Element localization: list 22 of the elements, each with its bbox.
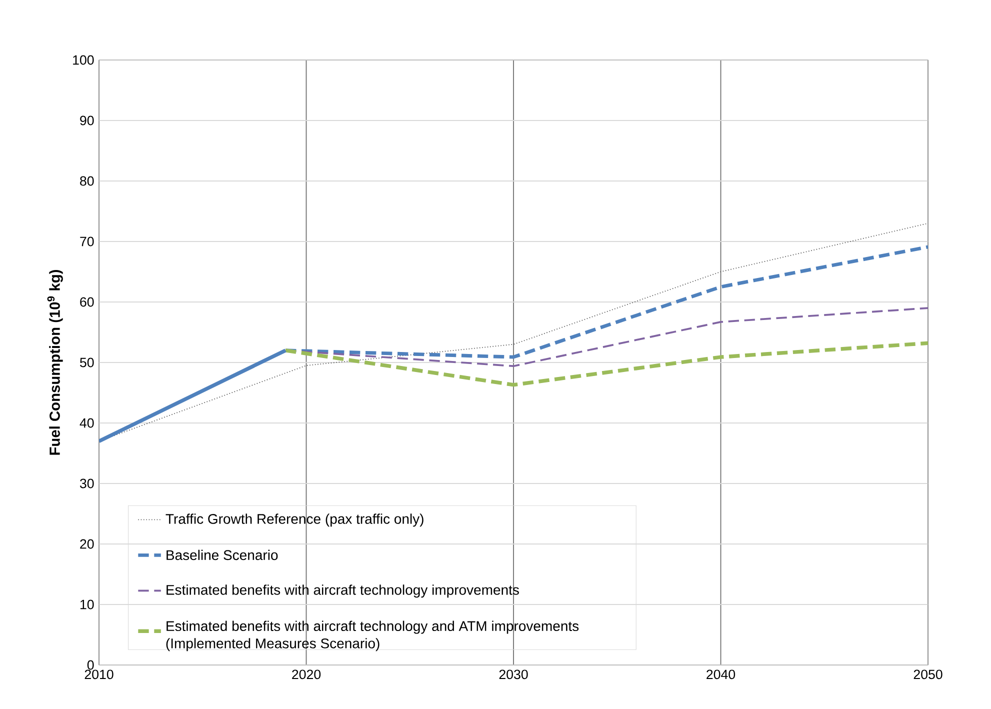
x-tick-label: 2030	[499, 670, 528, 680]
legend-label: Baseline Scenario	[166, 550, 278, 560]
x-tick-label: 2040	[706, 670, 736, 680]
y-tick-label: 20	[80, 539, 94, 549]
y-tick-label: 60	[80, 297, 94, 307]
x-tick-label: 2010	[84, 670, 114, 680]
line-series	[284, 341, 928, 387]
y-axis-title: Fuel Consumption (10$^{9}$ kg)	[47, 270, 63, 455]
y-tick-label: 90	[80, 116, 94, 126]
x-tick-label: 2050	[914, 670, 942, 680]
y-tick-label: 80	[80, 176, 94, 186]
y-tick-label: 10	[80, 600, 94, 610]
legend-label: Estimated benefits with aircraft technology and ATM improvements (Implemented Measures Scenario)	[166, 620, 579, 652]
y-tick-label: 0	[87, 660, 94, 670]
y-tick-label: 50	[80, 358, 94, 368]
legend-label: Traffic Growth Reference (pax traffic only)	[166, 514, 424, 527]
y-tick-label: 30	[80, 478, 94, 488]
x-tick-label: 2020	[292, 670, 321, 680]
y-tick-label: 100	[73, 55, 94, 65]
legend-label: Estimated benefits with aircraft technology improvements	[166, 584, 519, 598]
y-tick-label: 70	[80, 236, 94, 246]
y-tick-label: 40	[80, 418, 94, 428]
